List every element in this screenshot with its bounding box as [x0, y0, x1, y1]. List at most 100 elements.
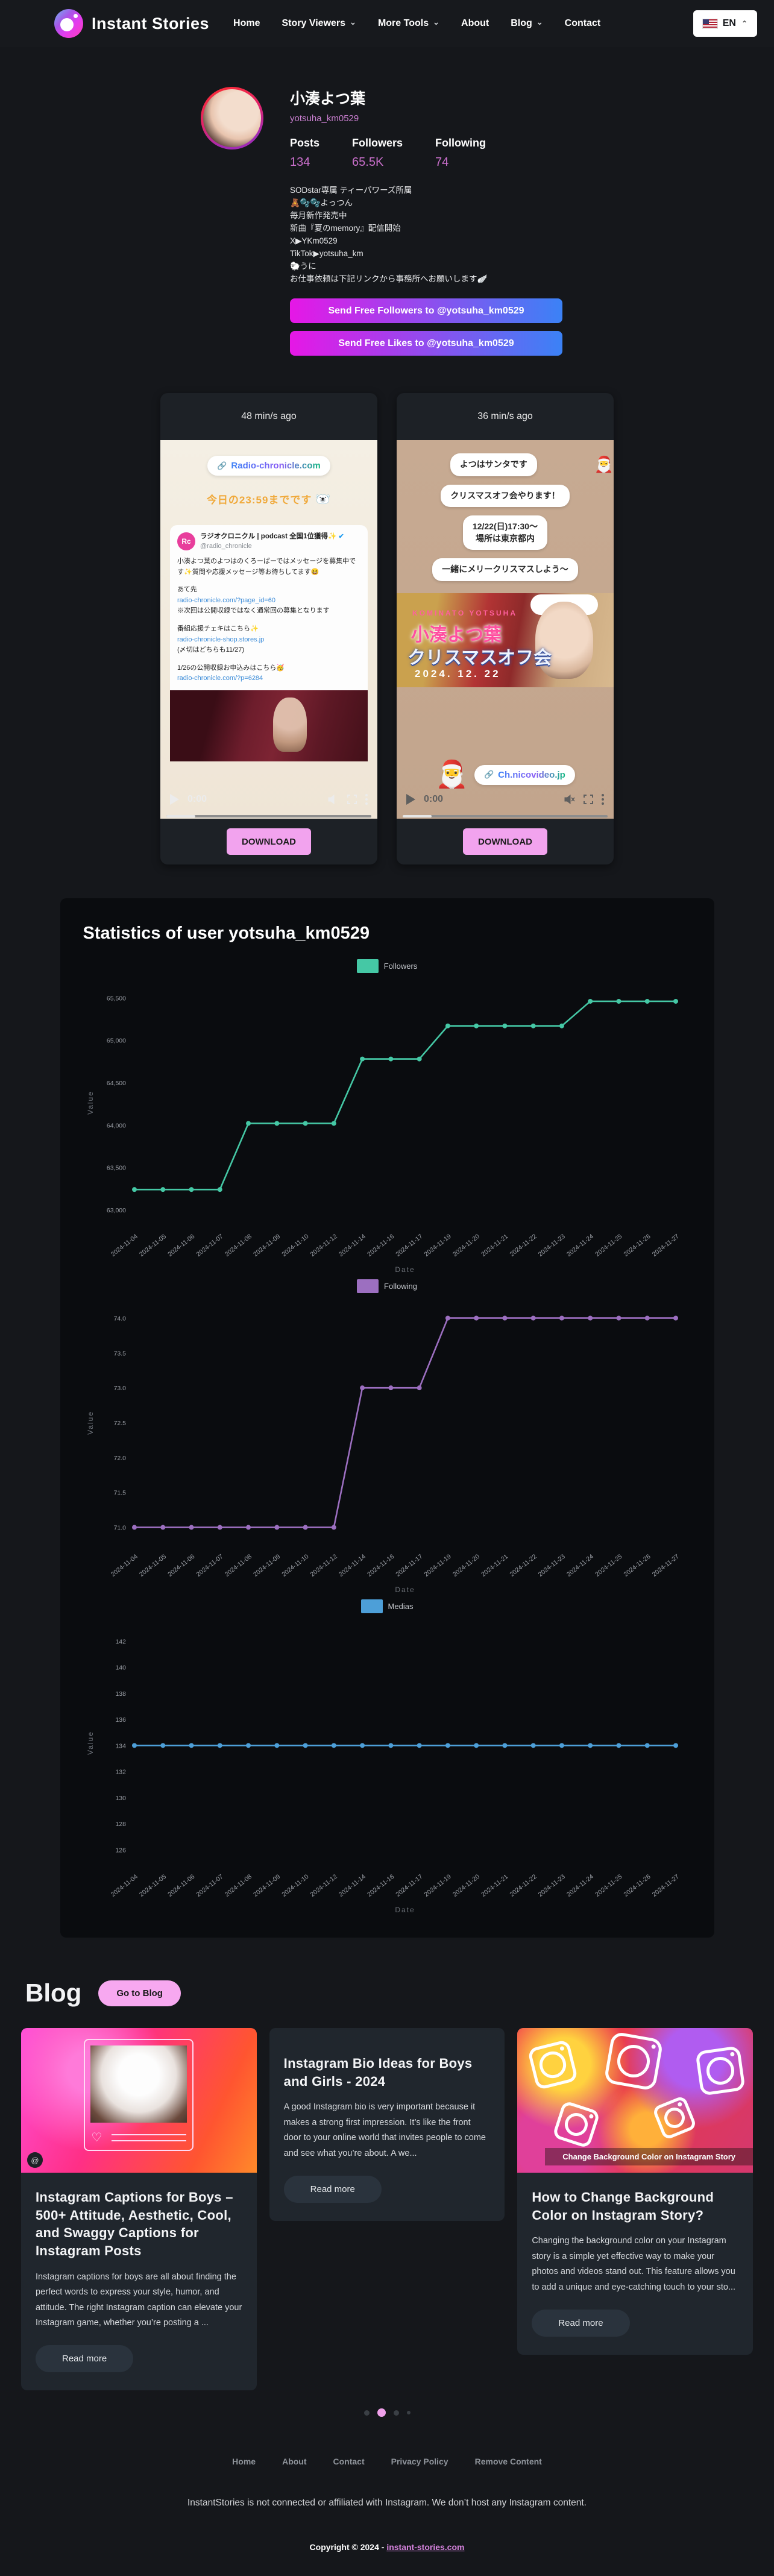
instagram-badge-icon: @	[27, 2152, 43, 2168]
instant-stories-logo-icon	[54, 9, 83, 38]
brand[interactable]: Instant Stories	[54, 9, 209, 38]
svg-text:2024-11-07: 2024-11-07	[195, 1233, 224, 1258]
volume-icon[interactable]	[328, 795, 339, 804]
carousel-dot-active[interactable]	[377, 2408, 386, 2417]
video-progress-bar[interactable]	[403, 815, 608, 817]
svg-text:2024-11-23: 2024-11-23	[536, 1553, 566, 1578]
svg-text:2024-11-17: 2024-11-17	[394, 1553, 424, 1578]
svg-text:2024-11-08: 2024-11-08	[223, 1873, 253, 1898]
stat-label: Followers	[352, 137, 403, 149]
more-options-icon[interactable]	[365, 794, 368, 805]
link-pill-text: Radio-chronicle.com	[231, 461, 321, 471]
chart-legend: Following	[83, 1279, 691, 1293]
footer-link-remove-content[interactable]: Remove Content	[474, 2457, 542, 2467]
footer-link-privacy-policy[interactable]: Privacy Policy	[391, 2457, 448, 2467]
read-more-button[interactable]: Read more	[283, 2175, 382, 2203]
blog-post-card[interactable]: ♡ @ Instagram Captions for Boys – 500+ A…	[21, 2028, 257, 2391]
nav-home[interactable]: Home	[233, 18, 260, 28]
footer-link-about[interactable]: About	[282, 2457, 307, 2467]
verified-badge-icon: ✔	[338, 533, 344, 540]
stat-value: 134	[290, 156, 310, 169]
video-progress-bar[interactable]	[166, 815, 371, 817]
carousel-dot[interactable]	[363, 2410, 370, 2416]
nav-story-viewers[interactable]: Story Viewers	[282, 18, 356, 29]
bio-line: 🧸🫧🫧よっつん	[290, 198, 353, 207]
speech-bubble: 一緒にメリークリスマスしよう〜	[432, 558, 578, 581]
nav-contact[interactable]: Contact	[564, 18, 601, 28]
footer-link-home[interactable]: Home	[232, 2457, 256, 2467]
nav-blog[interactable]: Blog	[511, 18, 543, 29]
read-more-button[interactable]: Read more	[532, 2309, 630, 2337]
story-link-pill[interactable]: 🔗 Radio-chronicle.com	[207, 456, 330, 476]
story-link-pill[interactable]: 🔗 Ch.nicovideo.jp	[474, 764, 575, 785]
story-age: 48 min/s ago	[241, 411, 297, 421]
blog-post-card[interactable]: Instagram Bio Ideas for Boys and Girls -…	[269, 2028, 505, 2221]
instagram-frame-graphic: ♡	[84, 2039, 194, 2151]
svg-text:72.0: 72.0	[113, 1455, 126, 1462]
blog-post-excerpt: Instagram captions for boys are all abou…	[36, 2272, 242, 2328]
svg-text:2024-11-04: 2024-11-04	[109, 1553, 139, 1578]
footer-site-link[interactable]: instant-stories.com	[386, 2542, 465, 2552]
svg-text:2024-11-12: 2024-11-12	[309, 1873, 338, 1898]
bio-line: お仕事依頼は下記リンクから事務所へお願いします🪽	[290, 274, 488, 283]
svg-text:2024-11-20: 2024-11-20	[451, 1553, 480, 1578]
svg-text:2024-11-04: 2024-11-04	[109, 1873, 139, 1898]
blog-post-title: Instagram Captions for Boys – 500+ Attit…	[36, 2190, 233, 2259]
nav-about[interactable]: About	[461, 18, 489, 28]
play-button[interactable]	[170, 794, 179, 805]
footer-copyright: Copyright © 2024 - instant-stories.com	[309, 2542, 465, 2552]
svg-text:2024-11-08: 2024-11-08	[223, 1553, 253, 1578]
heart-icon: ♡	[91, 2131, 102, 2144]
stat-value: 65.5K	[352, 156, 384, 169]
bio-line: SODstar専属 ティーパワーズ所属	[290, 186, 412, 195]
banner-event: クリスマスオフ会	[407, 647, 552, 668]
svg-text:Value: Value	[86, 1411, 95, 1435]
svg-text:2024-11-16: 2024-11-16	[366, 1873, 395, 1898]
svg-text:2024-11-23: 2024-11-23	[536, 1233, 566, 1258]
followers-line-chart: 63,000 63,500 64,000 64,500 65,000 65,500 2024…	[86, 995, 681, 1274]
story-video-2[interactable]: よつはサンタです 🎅 クリスマスオフ会やります！ 12/22(日)17:30〜 …	[397, 440, 614, 819]
language-code: EN	[722, 18, 736, 28]
blog-post-title: Instagram Bio Ideas for Boys and Girls -…	[283, 2056, 473, 2089]
svg-text:72.5: 72.5	[113, 1420, 126, 1427]
svg-text:134: 134	[115, 1742, 126, 1749]
following-line-chart: 71.071.572.072.573.073.574.02024-11-0420…	[86, 1315, 681, 1594]
carousel-dot[interactable]	[406, 2411, 411, 2415]
footer-links: Home About Contact Privacy Policy Remove…	[0, 2457, 774, 2466]
tweet-link[interactable]: radio-chronicle.com/?page_id=60	[177, 596, 275, 604]
svg-text:2024-11-10: 2024-11-10	[280, 1553, 310, 1578]
story-video-1[interactable]: 🔗 Radio-chronicle.com 今日の23:59までです 🐻‍❄️ …	[160, 440, 377, 819]
svg-text:2024-11-24: 2024-11-24	[565, 1233, 594, 1258]
blog-post-card[interactable]: Change Background Color on Instagram Sto…	[517, 2028, 753, 2355]
language-selector[interactable]: EN ⌃	[693, 10, 757, 37]
svg-text:2024-11-24: 2024-11-24	[565, 1873, 594, 1898]
download-button[interactable]: DOWNLOAD	[227, 828, 311, 855]
tweet-link[interactable]: radio-chronicle.com/?p=6284	[177, 675, 263, 682]
more-options-icon[interactable]	[602, 794, 604, 805]
read-more-button[interactable]: Read more	[36, 2345, 134, 2373]
footer-link-contact[interactable]: Contact	[333, 2457, 365, 2467]
fullscreen-icon[interactable]	[347, 795, 357, 804]
go-to-blog-button[interactable]: Go to Blog	[98, 1980, 181, 2006]
nav-more-tools[interactable]: More Tools	[378, 18, 439, 29]
svg-text:2024-11-10: 2024-11-10	[280, 1233, 310, 1258]
deadline-text: 今日の23:59までです 🐻‍❄️	[206, 493, 332, 506]
play-button[interactable]	[406, 794, 415, 805]
svg-text:2024-11-22: 2024-11-22	[508, 1553, 538, 1578]
svg-text:2024-11-09: 2024-11-09	[252, 1233, 282, 1258]
chart-legend: Medias	[83, 1599, 691, 1613]
fullscreen-icon[interactable]	[584, 795, 593, 804]
volume-muted-icon[interactable]	[564, 795, 575, 804]
story-card-1: 48 min/s ago 🔗 Radio-chronicle.com 今日の23…	[160, 393, 377, 864]
download-button[interactable]: DOWNLOAD	[463, 828, 547, 855]
send-free-followers-button[interactable]: Send Free Followers to @yotsuha_km0529	[290, 298, 562, 323]
instagram-logo-icon	[603, 2031, 664, 2091]
legend-swatch	[360, 1599, 383, 1613]
svg-text:2024-11-07: 2024-11-07	[195, 1873, 224, 1898]
carousel-dot[interactable]	[393, 2410, 399, 2416]
send-free-likes-button[interactable]: Send Free Likes to @yotsuha_km0529	[290, 331, 562, 356]
svg-text:2024-11-05: 2024-11-05	[138, 1553, 168, 1578]
story-age: 36 min/s ago	[477, 411, 533, 421]
tweet-link[interactable]: radio-chronicle-shop.stores.jp	[177, 635, 265, 643]
event-banner: KOMINATO YOTSUHA 小湊よつ葉 クリスマスオフ会 2024. 12…	[397, 593, 614, 687]
